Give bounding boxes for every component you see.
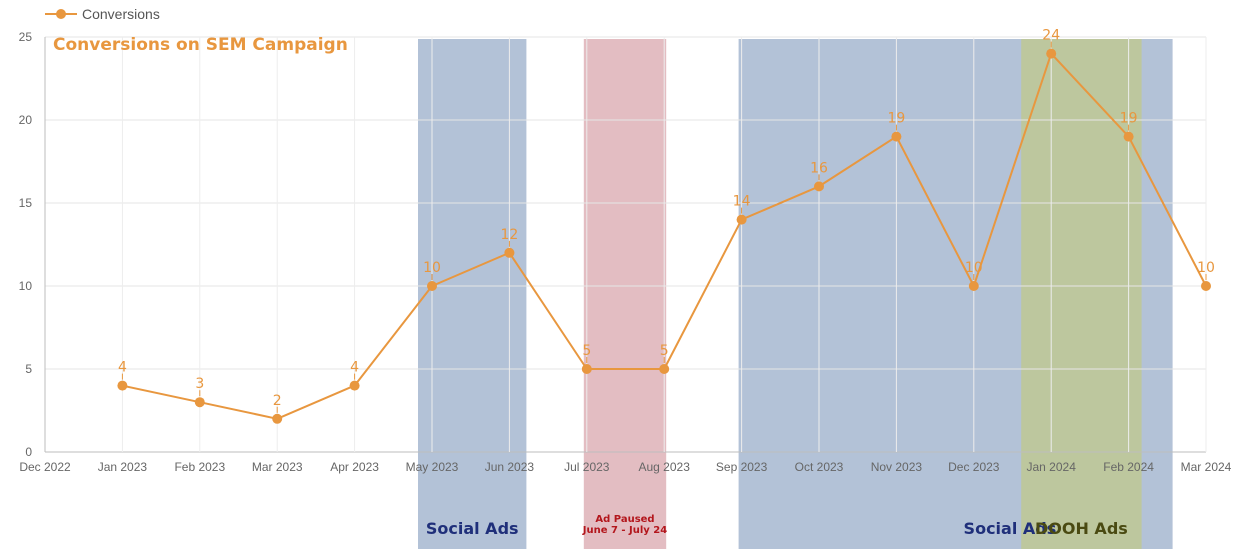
region-band-social-ads (418, 39, 527, 549)
y-tick-label: 20 (19, 113, 33, 127)
legend[interactable]: Conversions (45, 6, 160, 22)
data-point (581, 364, 592, 374)
x-tick-label: Jun 2023 (485, 460, 535, 474)
data-point (814, 181, 824, 192)
data-point (968, 281, 979, 291)
chart-title: Conversions on SEM Campaign (53, 35, 348, 55)
conversions-series (117, 48, 1211, 424)
data-point (1046, 48, 1057, 59)
data-label: 19 (1120, 111, 1138, 127)
y-tick-label: 15 (19, 196, 33, 210)
y-tick-label: 25 (19, 30, 33, 44)
data-label: 5 (582, 343, 591, 359)
data-point (349, 380, 360, 391)
data-point (1123, 131, 1134, 142)
data-point (427, 281, 437, 291)
y-tick-label: 10 (19, 279, 33, 293)
region-label-dooh-ads: DOOH Ads (1035, 519, 1128, 538)
data-point (736, 214, 747, 225)
data-label: 5 (660, 343, 669, 359)
x-tick-label: Dec 2023 (948, 460, 1000, 474)
x-tick-label: Jul 2023 (564, 460, 610, 474)
data-label: 10 (1197, 260, 1215, 276)
legend-label: Conversions (82, 6, 160, 22)
x-tick-label: Mar 2023 (252, 460, 303, 474)
data-point (504, 247, 515, 258)
data-label: 16 (810, 160, 828, 176)
x-tick-label: Apr 2023 (330, 460, 379, 474)
x-tick-label: Feb 2023 (174, 460, 225, 474)
region-band-dooh-ads (1021, 39, 1142, 549)
region-label-ad-paused: Ad Paused (595, 514, 654, 525)
data-point (272, 413, 283, 424)
y-tick-label: 5 (25, 362, 32, 376)
x-tick-label: Sep 2023 (716, 460, 768, 474)
data-label: 19 (887, 111, 905, 127)
region-sublabel: June 7 - July 24 (582, 525, 668, 536)
data-point (891, 131, 902, 142)
data-label: 4 (118, 360, 127, 376)
x-tick-label: Dec 2022 (19, 460, 71, 474)
data-label: 3 (195, 376, 204, 392)
data-point (117, 380, 128, 391)
region-label-social-ads: Social Ads (964, 519, 1057, 538)
x-tick-label: May 2023 (406, 460, 459, 474)
region-label-social-ads: Social Ads (426, 519, 519, 538)
data-label: 14 (733, 194, 751, 210)
x-tick-label: Jan 2023 (98, 460, 148, 474)
x-tick-label: Jan 2024 (1027, 460, 1077, 474)
data-label: 10 (423, 260, 441, 276)
data-point (659, 364, 670, 374)
x-tick-label: Feb 2024 (1103, 460, 1154, 474)
x-tick-label: Nov 2023 (871, 460, 923, 474)
data-label: 12 (500, 227, 518, 243)
y-tick-label: 0 (25, 445, 32, 459)
data-label: 10 (965, 260, 983, 276)
data-point (194, 397, 205, 408)
data-label: 2 (273, 393, 282, 409)
data-label: 24 (1042, 28, 1060, 44)
data-point (1201, 281, 1211, 291)
legend-marker-icon (56, 9, 66, 19)
x-tick-label: Mar 2024 (1181, 460, 1232, 474)
region-band-ad-paused (583, 39, 667, 549)
x-tick-label: Aug 2023 (639, 460, 691, 474)
x-tick-label: Oct 2023 (795, 460, 844, 474)
data-label: 4 (350, 360, 359, 376)
